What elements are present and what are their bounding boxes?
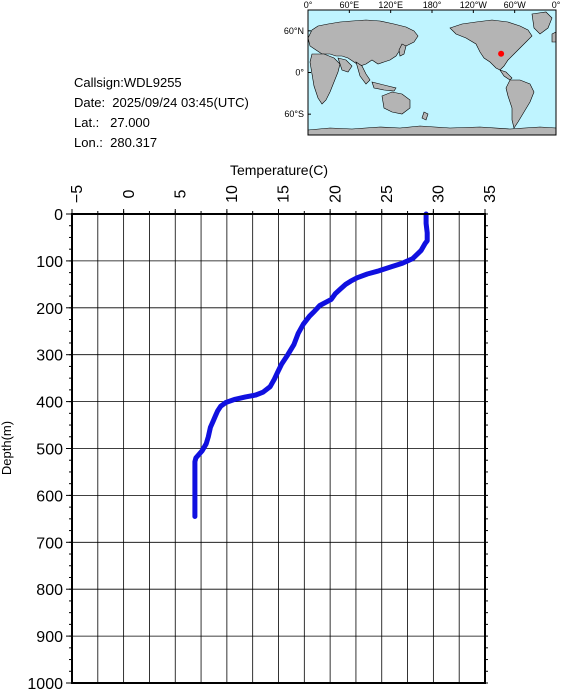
plot-frame	[71, 213, 486, 684]
chart-grid	[71, 213, 486, 684]
map-lon-label: 120°E	[378, 0, 403, 10]
africa-shape	[309, 53, 341, 105]
chart-series	[192, 211, 430, 519]
date-text: Date: 2025/09/24 03:45(UTC)	[74, 95, 249, 110]
map-lon-label: 60°W	[504, 0, 527, 10]
map-lon-label: 180°	[423, 0, 442, 10]
x-tick-label: 35	[482, 185, 499, 203]
x-tick-label: 0	[121, 189, 138, 198]
map-lon-label: 0°	[552, 0, 561, 10]
central-america-shape	[499, 69, 513, 81]
britain-shape	[551, 31, 557, 43]
longitude-text: Lon.: 280.317	[74, 135, 158, 150]
south-america-shape	[505, 79, 535, 129]
new-zealand-shape	[421, 111, 429, 121]
map-lat-label: 0°	[295, 68, 304, 78]
x-tick-label: 15	[276, 185, 293, 203]
temperature-profile-line	[192, 211, 430, 519]
y-tick-label: 800	[36, 582, 63, 599]
japan-shape	[398, 43, 407, 57]
north-america-shape	[449, 19, 533, 71]
eurasia-shape	[307, 19, 419, 67]
southeast-asia-shape	[355, 61, 371, 85]
y-tick-label: 900	[36, 629, 63, 646]
y-tick-label: 500	[36, 442, 63, 459]
indonesia-shape	[371, 81, 397, 92]
australia-shape	[381, 91, 411, 115]
y-tick-label: 300	[36, 348, 63, 365]
callsign-text: Callsign:WDL9255	[74, 75, 182, 90]
map-lat-label: 60°S	[284, 109, 304, 119]
map-lon-label: 120°W	[460, 0, 488, 10]
y-tick-label: 200	[36, 301, 63, 318]
x-tick-label: 5	[172, 189, 189, 198]
y-tick-label: 600	[36, 488, 63, 505]
ship-position-marker	[498, 50, 505, 57]
y-axis-label: Depth(m)	[0, 421, 14, 475]
map-lon-label: 0°	[304, 0, 313, 10]
x-tick-label: 25	[379, 185, 396, 203]
y-tick-label: 700	[36, 535, 63, 552]
chart-ticks: −5 0 5 10 15 20 25 30 35 0 100 200 300 400 500 600 700 80…	[27, 185, 499, 690]
greenland-shape	[531, 11, 553, 35]
x-tick-label: 20	[327, 185, 344, 203]
location-map: 0° 60°E 120°E 180° 120°W 60°W 0° 60°N 0° 60°S	[284, 0, 561, 136]
y-tick-label: 400	[36, 395, 63, 412]
y-tick-label: 0	[54, 207, 63, 224]
x-tick-label: 30	[431, 185, 448, 203]
latitude-text: Lat.: 27.000	[74, 115, 150, 130]
india-shape	[337, 57, 353, 73]
x-tick-label: −5	[69, 185, 86, 203]
y-tick-label: 100	[36, 254, 63, 271]
map-axes: 0° 60°E 120°E 180° 120°W 60°W 0° 60°N 0° 60°S	[284, 0, 561, 119]
y-tick-label: 1000	[27, 676, 63, 690]
x-tick-label: 10	[224, 185, 241, 203]
map-land	[307, 11, 557, 136]
map-lat-label: 60°N	[284, 26, 304, 36]
map-lon-label: 60°E	[340, 0, 360, 10]
